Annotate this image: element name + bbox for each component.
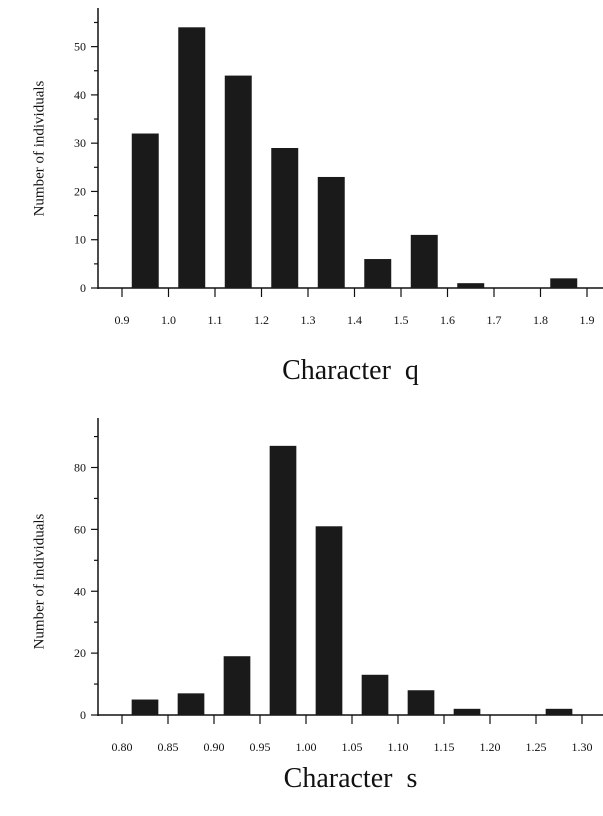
- bar-q-2: [224, 75, 252, 288]
- y-axis-label-q: Number of individuals: [31, 80, 48, 217]
- bar-s-0: [131, 699, 159, 715]
- bar-s-1: [177, 693, 205, 715]
- x-tick-label-q: 1.3: [301, 313, 316, 327]
- x-tick-label-q: 1.0: [161, 313, 176, 327]
- y-tick-label-s: 20: [74, 646, 86, 660]
- y-tick-label-q: 40: [74, 88, 86, 102]
- x-tick-label-s: 0.90: [204, 740, 225, 754]
- x-tick-label-q: 0.9: [115, 313, 130, 327]
- bar-q-6: [410, 234, 438, 288]
- bar-s-6: [407, 690, 435, 715]
- bar-s-7: [453, 708, 481, 715]
- x-axis-label-s: Character s: [283, 763, 418, 794]
- y-tick-label-q: 50: [74, 40, 86, 54]
- x-tick-label-q: 1.8: [533, 313, 548, 327]
- x-tick-label-s: 1.10: [388, 740, 409, 754]
- bar-q-0: [131, 133, 159, 288]
- x-tick-label-s: 1.15: [434, 740, 455, 754]
- y-tick-label-s: 0: [80, 708, 86, 722]
- bar-q-7: [457, 283, 485, 288]
- y-tick-label-q: 10: [74, 233, 86, 247]
- x-tick-label-s: 0.95: [250, 740, 271, 754]
- x-tick-label-s: 1.20: [480, 740, 501, 754]
- bar-q-4: [317, 176, 345, 288]
- bar-q-9: [550, 278, 578, 288]
- x-tick-label-s: 1.30: [572, 740, 593, 754]
- x-tick-label-q: 1.9: [580, 313, 595, 327]
- bar-q-1: [178, 27, 206, 289]
- x-tick-label-q: 1.6: [440, 313, 455, 327]
- y-tick-label-q: 0: [80, 281, 86, 295]
- x-tick-label-s: 0.80: [112, 740, 133, 754]
- histogram-s-plot: 0 20 40 60 80 0.80 0.85 0.90 0.95 1.00 1.05 1.10 1.1…: [74, 418, 603, 754]
- x-tick-label-s: 1.00: [296, 740, 317, 754]
- x-tick-label-s: 1.25: [526, 740, 547, 754]
- x-tick-label-q: 1.1: [208, 313, 223, 327]
- x-tick-label-q: 1.4: [347, 313, 362, 327]
- y-axis-label-s: Number of individuals: [31, 513, 48, 650]
- y-tick-label-s: 60: [74, 522, 86, 536]
- histogram-character-s: 0 20 40 60 80 0.80 0.85 0.90 0.95 1.00 1.05 1.10 1.1…: [0, 408, 603, 816]
- x-tick-label-q: 1.2: [254, 313, 269, 327]
- bar-s-2: [223, 656, 251, 715]
- bar-q-5: [364, 259, 392, 288]
- x-tick-label-s: 0.85: [158, 740, 179, 754]
- histogram-character-q: 0 10 20 30 40 50 0.9 1.0 1.1 1.2 1.3 1.4 1.5 1.6 1.7 1.…: [0, 0, 603, 400]
- y-tick-label-s: 80: [74, 461, 86, 475]
- x-tick-label-s: 1.05: [342, 740, 363, 754]
- x-tick-label-q: 1.5: [394, 313, 409, 327]
- x-axis-label-q: Character q: [282, 355, 419, 386]
- bar-s-5: [361, 674, 389, 715]
- x-tick-label-q: 1.7: [487, 313, 502, 327]
- bar-q-3: [271, 148, 299, 288]
- bar-s-9: [545, 708, 573, 715]
- y-tick-label-q: 30: [74, 136, 86, 150]
- bar-s-4: [315, 526, 343, 715]
- y-tick-label-q: 20: [74, 184, 86, 198]
- y-tick-label-s: 40: [74, 584, 86, 598]
- bar-s-3: [269, 445, 297, 715]
- histogram-q-plot: 0 10 20 30 40 50 0.9 1.0 1.1 1.2 1.3 1.4 1.5 1.6 1.7 1.…: [74, 8, 603, 327]
